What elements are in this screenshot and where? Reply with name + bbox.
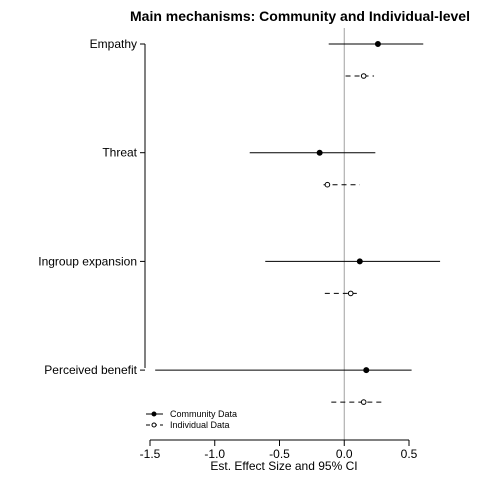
community-estimate-point (363, 367, 370, 374)
legend-marker (151, 422, 157, 428)
category-label: Empathy (90, 37, 137, 51)
category-label: Perceived benefit (44, 363, 137, 377)
plot-marks (155, 41, 441, 405)
community-estimate-point (356, 258, 363, 265)
individual-estimate-point (347, 290, 354, 297)
individual-estimate-point (324, 181, 331, 188)
community-estimate-point (316, 149, 323, 156)
legend-entry-label: Community Data (170, 409, 237, 419)
x-tick-label: 0.5 (401, 447, 418, 461)
individual-estimate-point (360, 399, 367, 405)
y-axis: Empathy Threat Ingroup expansion Perceived … (38, 37, 146, 377)
x-tick-label: -1.5 (140, 447, 161, 461)
x-tick-label: -1.0 (204, 447, 225, 461)
category-label: Ingroup expansion (38, 254, 137, 268)
x-tick-label: 0.0 (336, 447, 353, 461)
x-axis: -1.5 -1.0 -0.5 0.0 0.5 (140, 439, 418, 461)
x-tick-label: -0.5 (269, 447, 290, 461)
legend-marker (151, 411, 157, 417)
category-label: Threat (102, 146, 137, 160)
community-estimate-point (374, 41, 381, 47)
chart-title: Main mechanisms: Community and Individua… (130, 8, 470, 24)
x-axis-label: Est. Effect Size and 95% CI (210, 459, 357, 473)
individual-estimate-point (360, 73, 367, 79)
legend-entry-label: Individual Data (170, 420, 230, 430)
